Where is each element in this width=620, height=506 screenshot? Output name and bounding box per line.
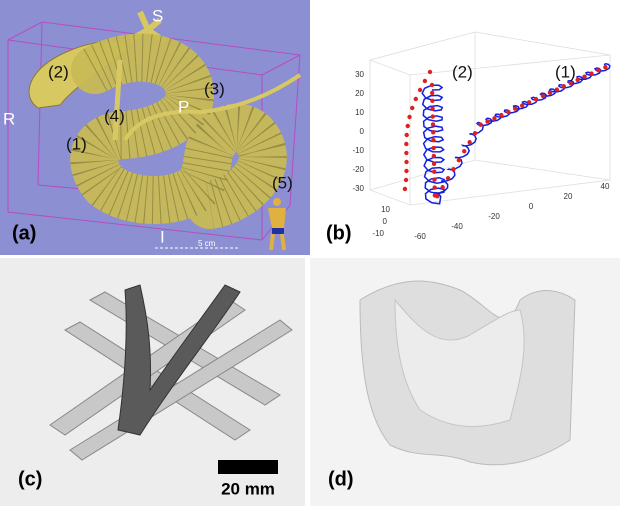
centerline-point	[432, 162, 436, 166]
centerline-point	[404, 142, 408, 146]
centerline-point	[603, 65, 607, 69]
centerline-point	[589, 71, 593, 75]
annotation: (5)	[272, 173, 293, 192]
centerline-point	[405, 133, 409, 137]
figure: S R P I 5 cm (1) (2) (3) (4) (5) (a) (2)…	[0, 0, 620, 506]
centerline-point	[418, 88, 422, 92]
orientation-label: I	[160, 227, 165, 246]
centerline-point	[478, 123, 482, 127]
centerline-point	[440, 185, 444, 189]
centerline-point	[423, 79, 427, 83]
centerline-point	[404, 151, 408, 155]
centerline-point	[410, 106, 414, 110]
panel-label: (a)	[12, 222, 36, 244]
z-tick-label: 10	[355, 108, 364, 117]
centerline-point	[432, 154, 436, 158]
centerline-point	[406, 124, 410, 128]
z-tick-label: 20	[355, 89, 364, 98]
centerline-point	[562, 84, 566, 88]
annotation: (1)	[555, 62, 576, 81]
centerline-point	[432, 170, 436, 174]
z-tick-label: -10	[352, 146, 364, 155]
centerline-point	[430, 91, 434, 95]
centerline-point	[462, 149, 466, 153]
centerline-point	[431, 130, 435, 134]
centerline-point	[432, 177, 436, 181]
centerline-point	[431, 146, 435, 150]
z-tick-label: 30	[355, 70, 364, 79]
orientation-label: S	[152, 6, 163, 25]
x-tick-label: 20	[564, 192, 573, 201]
centerline-point	[473, 131, 477, 135]
centerline-point	[467, 140, 471, 144]
orientation-label: R	[3, 109, 15, 128]
scale-bar-label: 20 mm	[221, 479, 275, 498]
panel-d: (d)	[310, 258, 620, 506]
centerline-point	[431, 138, 435, 142]
centerline-point	[403, 187, 407, 191]
centerline-point	[555, 87, 559, 91]
scale-bar	[218, 460, 278, 474]
annotation: (1)	[66, 134, 87, 153]
panel-label: (c)	[18, 468, 42, 490]
centerline-point	[435, 194, 439, 198]
panel-c: 20 mm (c)	[0, 258, 305, 506]
centerline-point	[492, 116, 496, 120]
orientation-label: P	[178, 97, 189, 116]
centerline-point	[457, 158, 461, 162]
centerline-point	[541, 94, 545, 98]
centerline-point	[520, 103, 524, 107]
centerline-point	[499, 113, 503, 117]
centerline-point	[432, 185, 436, 189]
panel-label: (b)	[326, 222, 352, 244]
centerline-point	[414, 97, 418, 101]
centerline-point	[506, 110, 510, 114]
x-tick-label: 40	[601, 182, 610, 191]
x-tick-label: 0	[529, 202, 534, 211]
x-tick-label: -60	[414, 232, 426, 241]
centerline-point	[404, 160, 408, 164]
centerline-point	[404, 178, 408, 182]
centerline-point	[407, 115, 411, 119]
centerline-point	[430, 106, 434, 110]
x-tick-label: -20	[488, 212, 500, 221]
annotation: (3)	[204, 79, 225, 98]
centerline-point	[582, 75, 586, 79]
scale-bar-label: 5 cm	[198, 239, 216, 248]
z-tick-label: 0	[360, 127, 365, 136]
annotation: (4)	[104, 106, 125, 125]
centerline-point	[575, 78, 579, 82]
annotation: (2)	[452, 62, 473, 81]
panel-b: (2) (1) (b) 30 20 10 0 -10 -20 -30 -60 -40 -20 0 20…	[315, 0, 620, 255]
centerline-point	[548, 91, 552, 95]
centerline-point	[569, 81, 573, 85]
centerline-point	[527, 100, 531, 104]
y-tick-label: -10	[372, 229, 384, 238]
centerline-point	[430, 99, 434, 103]
centerline-point	[451, 167, 455, 171]
z-tick-label: -20	[352, 165, 364, 174]
z-tick-label: -30	[352, 184, 364, 193]
x-tick-label: -40	[451, 222, 463, 231]
centerline-point	[485, 119, 489, 123]
centerline-point	[596, 68, 600, 72]
annotation: (2)	[48, 62, 69, 81]
panel-label: (d)	[328, 468, 354, 490]
centerline-point	[446, 176, 450, 180]
centerline-point	[430, 83, 434, 87]
y-tick-label: 10	[381, 205, 390, 214]
centerline-point	[404, 169, 408, 173]
centerline-point	[431, 122, 435, 126]
centerline-point	[534, 97, 538, 101]
centerline-point	[428, 70, 432, 74]
y-tick-label: 0	[383, 217, 388, 226]
centerline-point	[513, 107, 517, 111]
centerline-point	[431, 114, 435, 118]
panel-a: S R P I 5 cm (1) (2) (3) (4) (5) (a)	[0, 0, 310, 255]
